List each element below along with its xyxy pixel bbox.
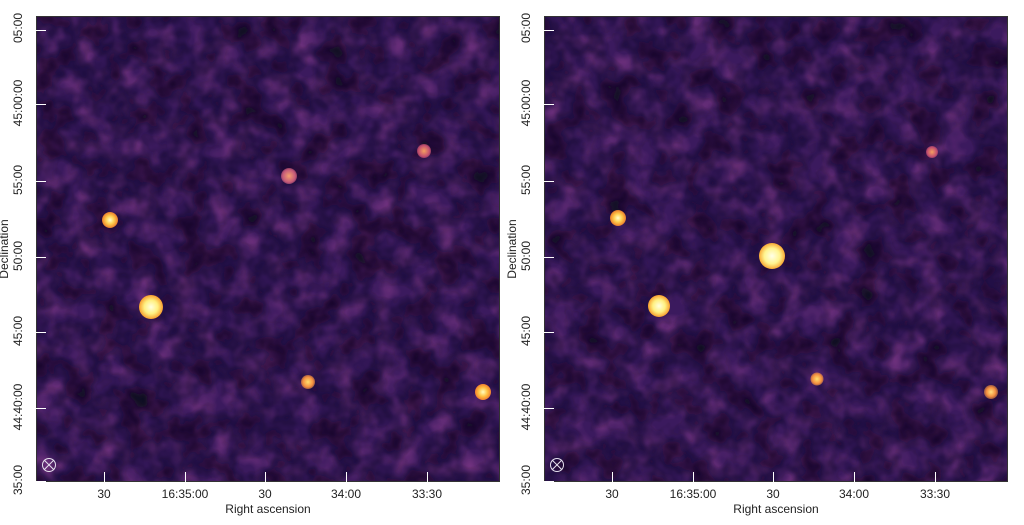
- y-tick-label: 45:00:00: [11, 79, 25, 127]
- right-image[interactable]: [544, 16, 1008, 482]
- y-axis-title: Declination: [505, 219, 519, 279]
- left-noise-map: [36, 16, 500, 482]
- source-mid-left[interactable]: [139, 295, 163, 319]
- x-tick-label: 34:00: [838, 487, 870, 501]
- left-panel: 05:00 45:00:00 55:00 50:00 45:00 44:40:0…: [0, 0, 512, 525]
- source-upper-mid[interactable]: [281, 168, 297, 184]
- y-tick-label: 35:00: [11, 464, 25, 496]
- y-tick-label: 50:00: [519, 240, 533, 272]
- x-tick-label: 34:00: [330, 487, 362, 501]
- x-tick-label: 30: [605, 487, 619, 501]
- source-upper-right[interactable]: [417, 144, 431, 158]
- x-tick-label: 30: [258, 487, 272, 501]
- source-lower-right[interactable]: [475, 384, 491, 400]
- x-tick-label: 16:35:00: [161, 487, 209, 501]
- y-tick-label: 44:40:00: [11, 383, 25, 431]
- source-mid-left[interactable]: [648, 295, 670, 317]
- x-tick-label: 33:30: [919, 487, 951, 501]
- source-lower-mid[interactable]: [301, 375, 315, 389]
- beam-icon: [550, 458, 564, 472]
- source-lower-mid[interactable]: [810, 372, 824, 386]
- y-tick-label: 05:00: [11, 12, 25, 44]
- source-center[interactable]: [759, 243, 785, 269]
- source-lower-right[interactable]: [984, 385, 998, 399]
- x-tick-label: 33:30: [411, 487, 443, 501]
- y-tick-label: 44:40:00: [519, 383, 533, 431]
- source-upper-left[interactable]: [610, 210, 626, 226]
- source-upper-left[interactable]: [102, 212, 118, 228]
- x-axis-title: Right ascension: [225, 502, 311, 516]
- left-image[interactable]: [36, 16, 500, 482]
- y-tick-label: 55:00: [519, 164, 533, 196]
- y-tick-label: 05:00: [519, 12, 533, 44]
- y-tick-label: 35:00: [519, 464, 533, 496]
- source-upper-right[interactable]: [926, 146, 938, 158]
- y-tick-label: 45:00:00: [519, 79, 533, 127]
- y-tick-label: 45:00: [11, 315, 25, 347]
- beam-icon: [42, 458, 56, 472]
- y-axis-title: Declination: [0, 219, 11, 279]
- x-tick-label: 30: [766, 487, 780, 501]
- x-axis-title: Right ascension: [733, 502, 819, 516]
- y-tick-label: 55:00: [11, 164, 25, 196]
- right-noise-map: [544, 16, 1008, 482]
- y-tick-label: 50:00: [11, 240, 25, 272]
- x-tick-label: 16:35:00: [669, 487, 717, 501]
- y-tick-label: 45:00: [519, 315, 533, 347]
- x-tick-label: 30: [97, 487, 111, 501]
- right-panel: 05:00 45:00:00 55:00 50:00 45:00 44:40:0…: [505, 0, 1020, 525]
